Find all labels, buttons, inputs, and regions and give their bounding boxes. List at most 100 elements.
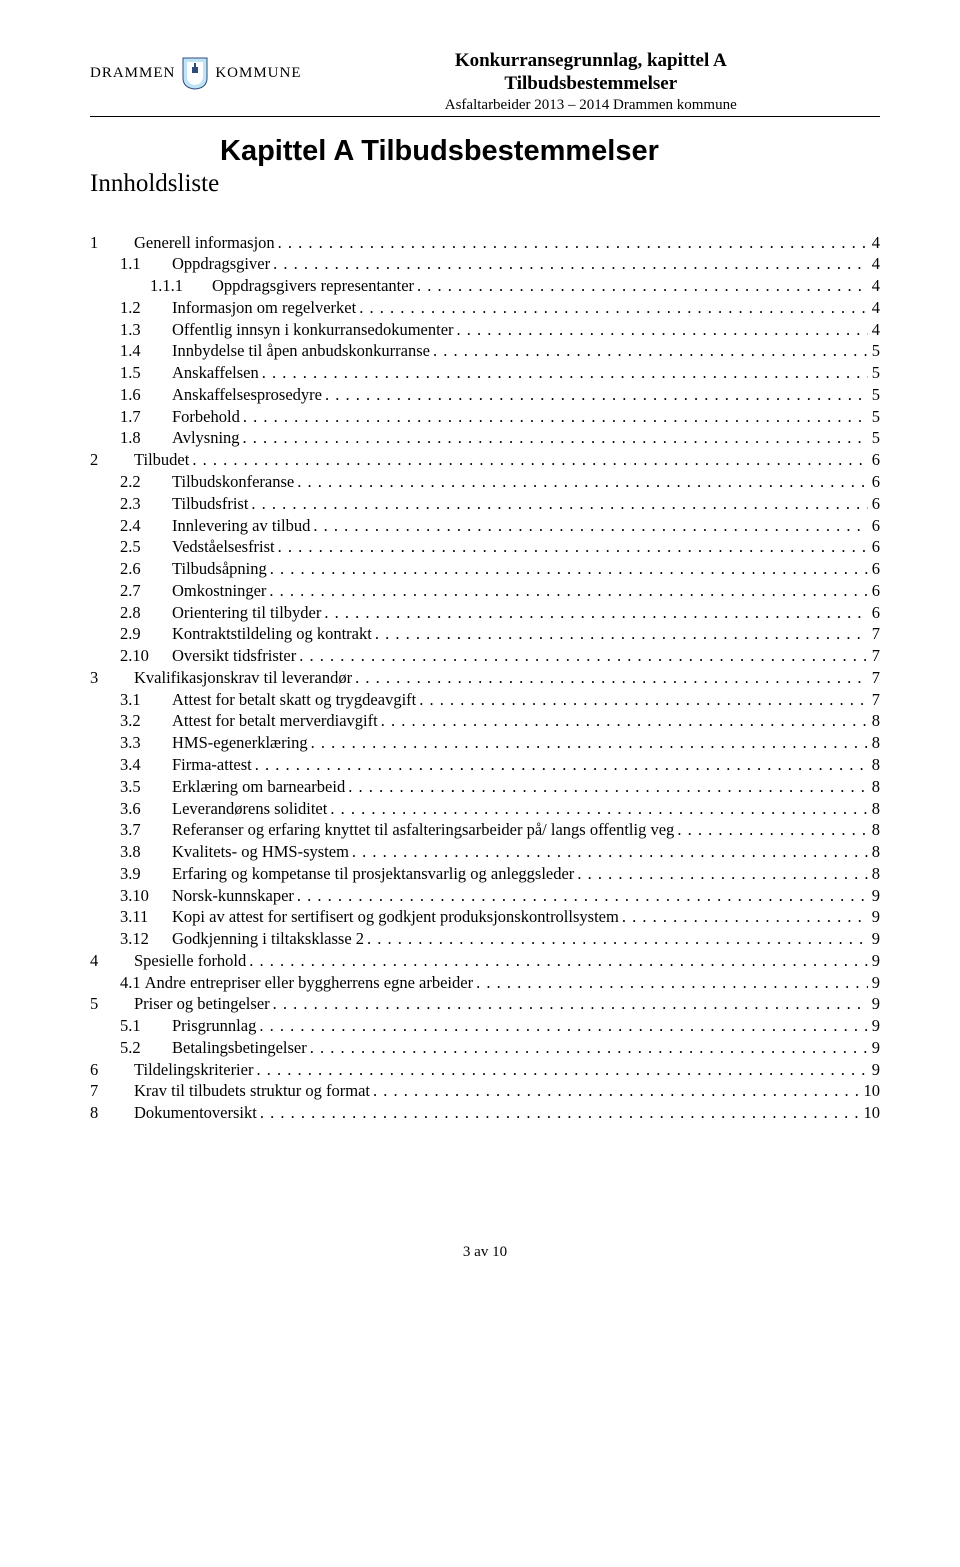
toc-entry-page: 6 (868, 602, 880, 624)
toc-entry-label: Spesielle forhold (128, 950, 246, 972)
toc-leader-dots: . . . . . . . . . . . . . . . . . . . . … (240, 427, 868, 449)
toc-entry[interactable]: 2.2Tilbudskonferanse . . . . . . . . . .… (90, 471, 880, 493)
toc-leader-dots: . . . . . . . . . . . . . . . . . . . . … (252, 754, 868, 776)
toc-entry[interactable]: 1.5Anskaffelsen . . . . . . . . . . . . … (90, 362, 880, 384)
toc-leader-dots: . . . . . . . . . . . . . . . . . . . . … (327, 798, 867, 820)
toc-entry[interactable]: 1.4Innbydelse til åpen anbudskonkurranse… (90, 340, 880, 362)
toc-entry[interactable]: 3.12Godkjenning i tiltaksklasse 2 . . . … (90, 928, 880, 950)
toc-leader-dots: . . . . . . . . . . . . . . . . . . . . … (308, 732, 868, 754)
municipality-name-2: KOMMUNE (215, 65, 301, 82)
toc-entry[interactable]: 8Dokumentoversikt . . . . . . . . . . . … (90, 1102, 880, 1124)
header-title-line2: Tilbudsbestemmelser (302, 73, 880, 96)
toc-entry-page: 6 (868, 515, 880, 537)
toc-leader-dots: . . . . . . . . . . . . . . . . . . . . … (345, 776, 868, 798)
toc-entry-page: 6 (868, 580, 880, 602)
toc-entry-label: Anskaffelsen (166, 362, 259, 384)
toc-entry-label: Attest for betalt skatt og trygdeavgift (166, 689, 416, 711)
toc-entry-page: 9 (868, 1015, 880, 1037)
toc-entry-label: Tilbudet (128, 449, 189, 471)
toc-leader-dots: . . . . . . . . . . . . . . . . . . . . … (270, 253, 868, 275)
toc-entry[interactable]: 3.3HMS-egenerklæring . . . . . . . . . .… (90, 732, 880, 754)
toc-entry[interactable]: 3.4Firma-attest . . . . . . . . . . . . … (90, 754, 880, 776)
toc-entry-page: 10 (860, 1080, 881, 1102)
toc-entry-page: 9 (868, 972, 880, 994)
toc-leader-dots: . . . . . . . . . . . . . . . . . . . . … (270, 993, 868, 1015)
toc-leader-dots: . . . . . . . . . . . . . . . . . . . . … (310, 515, 867, 537)
toc-entry-number: 5 (90, 993, 128, 1015)
header-center: Konkurransegrunnlag, kapittel A Tilbudsb… (302, 50, 880, 114)
toc-entry-page: 9 (868, 928, 880, 950)
header-subtitle: Asfaltarbeider 2013 – 2014 Drammen kommu… (302, 96, 880, 114)
toc-entry[interactable]: 3.9Erfaring og kompetanse til prosjektan… (90, 863, 880, 885)
toc-entry[interactable]: 2Tilbudet . . . . . . . . . . . . . . . … (90, 449, 880, 471)
toc-entry-number: 1.1.1 (150, 275, 206, 297)
toc-entry[interactable]: 1.7Forbehold . . . . . . . . . . . . . .… (90, 406, 880, 428)
toc-entry-number: 2.2 (120, 471, 166, 493)
toc-entry-number: 2.3 (120, 493, 166, 515)
toc-entry[interactable]: 1Generell informasjon . . . . . . . . . … (90, 232, 880, 254)
toc-entry[interactable]: 5.1Prisgrunnlag . . . . . . . . . . . . … (90, 1015, 880, 1037)
chapter-title: Kapittel A Tilbudsbestemmelser (220, 135, 880, 168)
toc-entry[interactable]: 3Kvalifikasjonskrav til leverandør . . .… (90, 667, 880, 689)
toc-entry[interactable]: 4Spesielle forhold . . . . . . . . . . .… (90, 950, 880, 972)
toc-entry-page: 4 (868, 297, 880, 319)
toc-entry[interactable]: 3.2Attest for betalt merverdiavgift . . … (90, 710, 880, 732)
toc-entry-page: 5 (868, 340, 880, 362)
toc-entry[interactable]: 1.1.1Oppdragsgivers representanter . . .… (90, 275, 880, 297)
toc-entry[interactable]: 5.2Betalingsbetingelser . . . . . . . . … (90, 1037, 880, 1059)
toc-entry[interactable]: 6Tildelingskriterier . . . . . . . . . .… (90, 1059, 880, 1081)
toc-entry-label: Tilbudsåpning (166, 558, 267, 580)
toc-entry-number: 1.6 (120, 384, 166, 406)
toc-entry[interactable]: 2.6Tilbudsåpning . . . . . . . . . . . .… (90, 558, 880, 580)
toc-entry[interactable]: 2.8Orientering til tilbyder . . . . . . … (90, 602, 880, 624)
toc-entry[interactable]: 3.5Erklæring om barnearbeid . . . . . . … (90, 776, 880, 798)
toc-leader-dots: . . . . . . . . . . . . . . . . . . . . … (189, 449, 867, 471)
toc-entry-page: 6 (868, 471, 880, 493)
toc-entry[interactable]: 1.2Informasjon om regelverket . . . . . … (90, 297, 880, 319)
toc-entry-page: 8 (868, 710, 880, 732)
toc-entry-label: HMS-egenerklæring (166, 732, 308, 754)
toc-heading: Innholdsliste (90, 170, 880, 198)
toc-entry[interactable]: 3.8Kvalitets- og HMS-system . . . . . . … (90, 841, 880, 863)
toc-entry-number: 2.9 (120, 623, 166, 645)
toc-entry[interactable]: 3.1Attest for betalt skatt og trygdeavgi… (90, 689, 880, 711)
toc-entry-page: 9 (868, 906, 880, 928)
header-left: DRAMMEN KOMMUNE (90, 50, 302, 90)
toc-entry[interactable]: 7Krav til tilbudets struktur og format .… (90, 1080, 880, 1102)
toc-leader-dots: . . . . . . . . . . . . . . . . . . . . … (352, 667, 868, 689)
toc-entry[interactable]: 2.5Vedståelsesfrist . . . . . . . . . . … (90, 536, 880, 558)
toc-entry[interactable]: 1.1Oppdragsgiver . . . . . . . . . . . .… (90, 253, 880, 275)
toc-entry-number: 3.1 (120, 689, 166, 711)
toc-entry[interactable]: 5Priser og betingelser . . . . . . . . .… (90, 993, 880, 1015)
toc-entry[interactable]: 2.9Kontraktstildeling og kontrakt . . . … (90, 623, 880, 645)
toc-entry[interactable]: 3.6Leverandørens soliditet . . . . . . .… (90, 798, 880, 820)
toc-entry-page: 4 (868, 253, 880, 275)
toc-entry-label: Oppdragsgivers representanter (206, 275, 414, 297)
toc-entry-number: 3.11 (120, 906, 166, 928)
toc-entry-number: 1.8 (120, 427, 166, 449)
toc-entry[interactable]: 2.7Omkostninger . . . . . . . . . . . . … (90, 580, 880, 602)
toc-leader-dots: . . . . . . . . . . . . . . . . . . . . … (307, 1037, 868, 1059)
toc-entry-number: 7 (90, 1080, 128, 1102)
toc-entry[interactable]: 2.3Tilbudsfrist . . . . . . . . . . . . … (90, 493, 880, 515)
toc-leader-dots: . . . . . . . . . . . . . . . . . . . . … (267, 558, 868, 580)
toc-entry-label: Forbehold (166, 406, 240, 428)
toc-entry[interactable]: 1.8Avlysning . . . . . . . . . . . . . .… (90, 427, 880, 449)
toc-entry[interactable]: 3.7Referanser og erfaring knyttet til as… (90, 819, 880, 841)
toc-entry-number: 3.9 (120, 863, 166, 885)
toc-entry-label: Norsk-kunnskaper (166, 885, 294, 907)
toc-entry[interactable]: 3.10Norsk-kunnskaper . . . . . . . . . .… (90, 885, 880, 907)
toc-leader-dots: . . . . . . . . . . . . . . . . . . . . … (321, 602, 867, 624)
toc-entry[interactable]: 4.1Andre entrepriser eller byggherrens e… (90, 972, 880, 994)
toc-entry[interactable]: 1.6Anskaffelsesprosedyre . . . . . . . .… (90, 384, 880, 406)
toc-entry-page: 10 (860, 1102, 881, 1124)
toc-entry[interactable]: 2.4Innlevering av tilbud . . . . . . . .… (90, 515, 880, 537)
toc-entry-page: 5 (868, 406, 880, 428)
toc-entry-label: Betalingsbetingelser (166, 1037, 307, 1059)
toc-entry[interactable]: 1.3Offentlig innsyn i konkurransedokumen… (90, 319, 880, 341)
toc-entry-page: 9 (868, 1037, 880, 1059)
toc-entry[interactable]: 2.10Oversikt tidsfrister . . . . . . . .… (90, 645, 880, 667)
toc-entry-page: 8 (868, 776, 880, 798)
toc-entry-number: 6 (90, 1059, 128, 1081)
toc-entry[interactable]: 3.11Kopi av attest for sertifisert og go… (90, 906, 880, 928)
